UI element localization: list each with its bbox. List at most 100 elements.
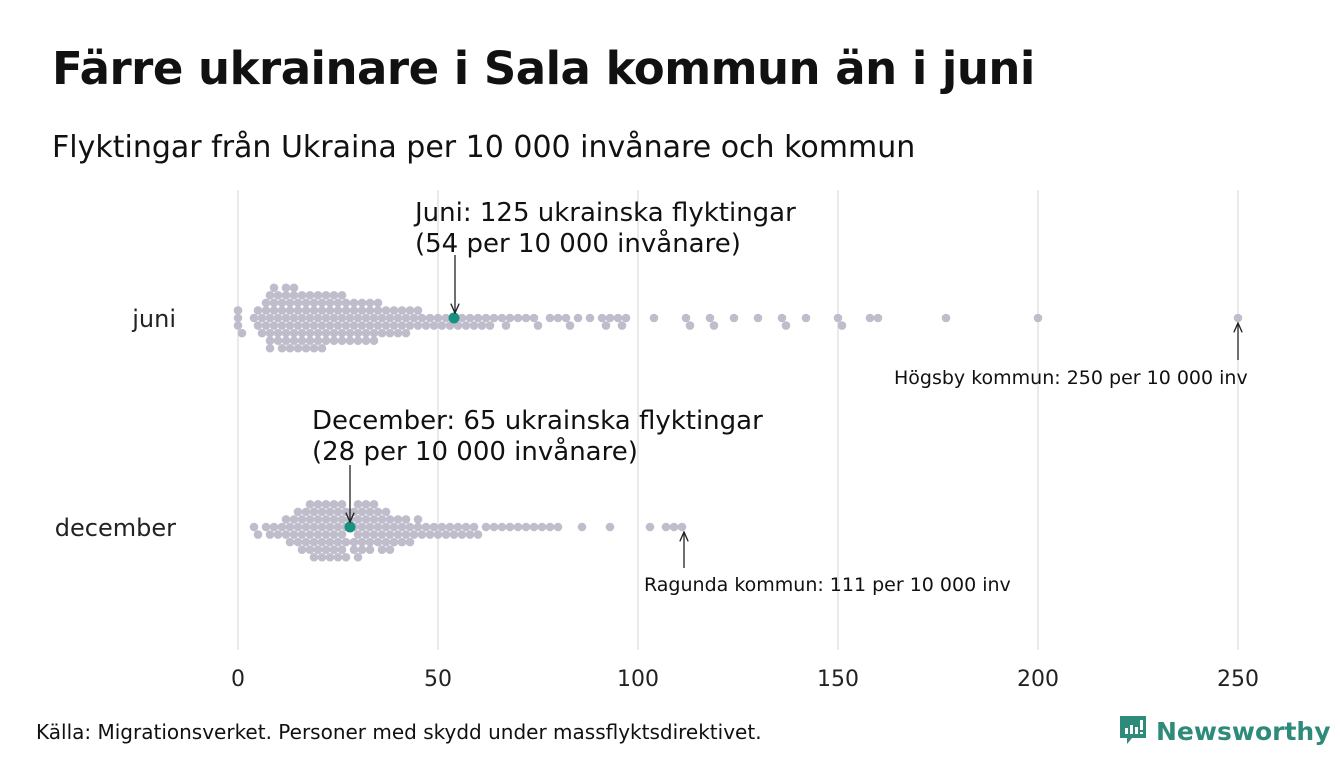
- data-point: [317, 343, 327, 353]
- data-point: [313, 313, 323, 323]
- data-point: [329, 530, 339, 539]
- data-point: [349, 306, 359, 315]
- data-point: [545, 522, 555, 532]
- data-point: [677, 522, 687, 532]
- data-point: [305, 336, 315, 345]
- data-point: [317, 552, 327, 562]
- data-point: [781, 321, 791, 330]
- data-point: [313, 530, 323, 539]
- data-point: [705, 313, 715, 323]
- data-point: [377, 530, 387, 539]
- data-point: [465, 313, 475, 323]
- annotation-text: Högsby kommun: 250 per 10 000 inv: [894, 367, 1248, 389]
- gridlines: [237, 190, 1239, 650]
- data-point: [325, 552, 335, 562]
- data-point: [321, 328, 331, 338]
- data-point: [873, 313, 883, 323]
- data-point: [341, 507, 351, 517]
- data-point: [269, 298, 279, 308]
- data-point: [685, 321, 695, 330]
- data-point: [429, 522, 439, 532]
- data-point: [361, 336, 371, 345]
- data-point: [577, 522, 587, 532]
- data-point: [521, 522, 531, 532]
- data-point: [561, 313, 571, 323]
- data-point: [265, 328, 275, 338]
- data-point: [329, 545, 339, 554]
- x-tick-label: 100: [617, 667, 659, 692]
- data-point: [317, 298, 327, 308]
- data-point: [369, 328, 379, 338]
- data-point: [613, 313, 623, 323]
- data-point: [385, 313, 395, 323]
- data-point: [329, 291, 339, 300]
- data-point: [357, 507, 367, 517]
- data-point: [309, 321, 319, 330]
- data-point: [529, 313, 539, 323]
- data-point: [293, 343, 303, 353]
- data-point: [385, 515, 395, 524]
- data-point: [365, 306, 375, 315]
- data-point: [729, 313, 739, 323]
- data-point: [469, 522, 479, 532]
- data-point: [377, 545, 387, 554]
- data-point: [289, 291, 299, 300]
- data-point: [545, 313, 555, 323]
- data-point: [293, 537, 303, 547]
- data-point: [389, 306, 399, 315]
- data-point: [597, 313, 607, 323]
- data-point: [357, 298, 367, 308]
- data-point: [385, 545, 395, 554]
- data-point: [353, 515, 363, 524]
- data-point: [357, 306, 367, 315]
- data-point: [373, 306, 383, 315]
- data-point: [317, 522, 327, 532]
- x-tick-label: 50: [424, 667, 452, 692]
- data-point: [249, 313, 259, 323]
- data-point: [373, 522, 383, 532]
- data-point: [297, 515, 307, 524]
- data-point: [233, 313, 243, 323]
- data-point: [421, 522, 431, 532]
- data-point: [473, 530, 483, 539]
- data-point: [485, 321, 495, 330]
- series-label-december: december: [55, 514, 176, 542]
- data-point: [365, 545, 375, 554]
- data-point: [649, 313, 659, 323]
- data-point: [405, 321, 415, 330]
- data-point: [289, 328, 299, 338]
- data-point: [801, 313, 811, 323]
- data-point: [341, 552, 351, 562]
- data-point: [325, 507, 335, 517]
- newsworthy-logo[interactable]: Newsworthy: [1118, 714, 1331, 748]
- data-point: [305, 313, 315, 323]
- data-point: [305, 328, 315, 338]
- data-point: [309, 507, 319, 517]
- data-point: [365, 537, 375, 547]
- series-label-juni: juni: [131, 305, 176, 333]
- data-point: [337, 530, 347, 539]
- data-point: [389, 321, 399, 330]
- data-point: [401, 515, 411, 524]
- data-point: [289, 283, 299, 293]
- data-point: [289, 530, 299, 539]
- data-point: [397, 306, 407, 315]
- data-point: [333, 321, 343, 330]
- data-point: [321, 515, 331, 524]
- data-point: [349, 321, 359, 330]
- data-point: [565, 321, 575, 330]
- data-point: [253, 530, 263, 539]
- x-tick-label: 150: [817, 667, 859, 692]
- data-point: [341, 537, 351, 547]
- data-point: [401, 530, 411, 539]
- data-point: [265, 336, 275, 345]
- data-point: [377, 328, 387, 338]
- data-point: [837, 321, 847, 330]
- data-point: [661, 522, 671, 532]
- data-point: [353, 552, 363, 562]
- data-point: [369, 313, 379, 323]
- data-point: [289, 313, 299, 323]
- data-point: [453, 321, 463, 330]
- data-point: [289, 336, 299, 345]
- data-point: [353, 530, 363, 539]
